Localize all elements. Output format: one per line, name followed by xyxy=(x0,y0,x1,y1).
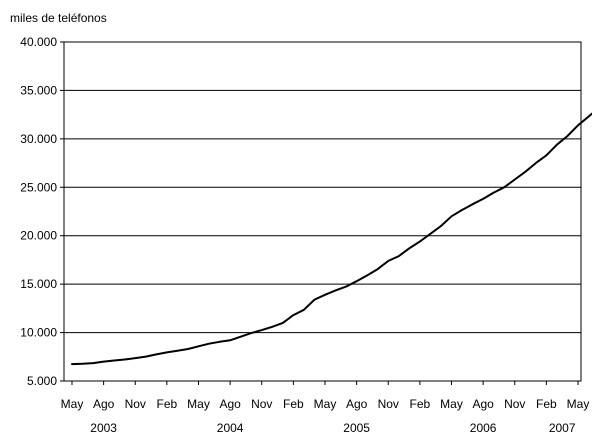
x-tick-label: Ago xyxy=(219,397,241,411)
x-tick-label: Nov xyxy=(125,397,146,411)
y-axis-ticks: 5.000 10.000 15.000 20.000 25.000 30.000 35.00… xyxy=(20,35,64,388)
x-tick-label: May xyxy=(440,397,463,411)
year-label: 2007 xyxy=(549,421,576,435)
x-tick-label: Ago xyxy=(472,397,494,411)
x-tick-label: May xyxy=(314,397,337,411)
year-label: 2003 xyxy=(90,421,117,435)
y-tick-label: 30.000 xyxy=(20,132,57,146)
y-axis-label: miles de teléfonos xyxy=(10,11,107,25)
x-axis-ticks: May Ago Nov Feb May Ago Nov Feb May Ago Nov Feb May A… xyxy=(61,381,590,411)
plot-area-border xyxy=(63,41,582,382)
y-tick-label: 20.000 xyxy=(20,229,57,243)
x-tick-label: Nov xyxy=(378,397,399,411)
x-tick-label: May xyxy=(567,397,590,411)
x-tick-label: Feb xyxy=(410,397,431,411)
x-tick-label: Feb xyxy=(283,397,304,411)
y-tick-label: 35.000 xyxy=(20,83,57,97)
y-tick-label: 15.000 xyxy=(20,277,57,291)
year-label: 2005 xyxy=(343,421,370,435)
x-tick-label: Ago xyxy=(93,397,115,411)
x-tick-label: May xyxy=(187,397,210,411)
year-label: 2004 xyxy=(217,421,244,435)
x-tick-label: Nov xyxy=(251,397,272,411)
y-tick-label: 5.000 xyxy=(27,374,57,388)
x-tick-label: Feb xyxy=(536,397,557,411)
series-line xyxy=(71,112,592,366)
x-tick-label: Nov xyxy=(504,397,525,411)
y-tick-label: 10.000 xyxy=(20,326,57,340)
x-tick-label: Feb xyxy=(157,397,178,411)
y-tick-label: 40.000 xyxy=(20,35,57,49)
x-tick-label: May xyxy=(61,397,84,411)
year-labels: 2003 2004 2005 2006 2007 xyxy=(90,421,576,435)
y-tick-label: 25.000 xyxy=(20,180,57,194)
year-label: 2006 xyxy=(470,421,497,435)
x-tick-label: Ago xyxy=(346,397,368,411)
